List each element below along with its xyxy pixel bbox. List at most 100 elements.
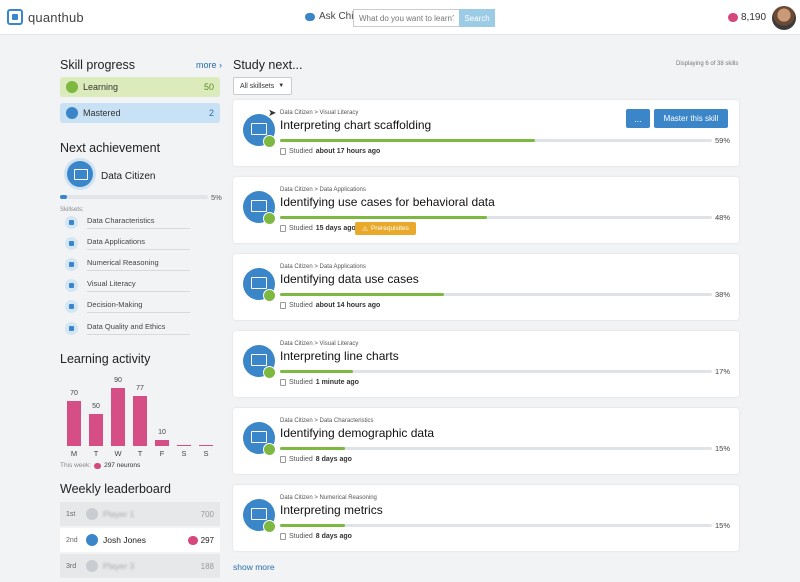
studied-info: Studied 1 minute ago: [280, 379, 359, 386]
skill-icon: [243, 422, 276, 456]
skillset-item[interactable]: Data Quality and Ethics: [65, 318, 190, 338]
leaderboard-score: 700: [200, 509, 214, 519]
weekly-leaderboard-title: Weekly leaderboard: [60, 482, 171, 496]
skillset-name: Decision-Making: [87, 300, 190, 314]
neuron-counter: 8,190: [728, 12, 766, 23]
activity-bar: [111, 387, 125, 446]
brain-icon: [728, 13, 738, 22]
chevron-down-icon: ▼: [278, 83, 285, 89]
activity-day-label: F: [159, 449, 165, 458]
achievement-progress-label: 5%: [211, 193, 222, 202]
skill-card[interactable]: Data Citizen > Visual Literacy Interpreti…: [233, 331, 739, 397]
skill-icon: [243, 345, 276, 379]
studied-time: 1 minute ago: [315, 379, 359, 386]
skill-title[interactable]: Identifying data use cases: [280, 272, 419, 286]
search-button[interactable]: Search: [459, 9, 495, 27]
activity-bar-value: 10: [158, 428, 166, 436]
week-neurons: 297 neurons: [104, 462, 141, 469]
mastered-label: Mastered: [83, 108, 121, 118]
skill-progress-label: 15%: [715, 444, 731, 453]
skill-card[interactable]: Data Citizen > Numerical Reasoning Interp…: [233, 485, 739, 551]
refresh-badge-icon: [263, 289, 276, 302]
leaderboard-row: 3rd Player 3 188: [60, 554, 220, 578]
activity-bar: [67, 400, 81, 446]
skillset-item[interactable]: Data Applications: [65, 233, 190, 253]
mastered-count: 2: [208, 108, 214, 118]
calendar-icon: [280, 148, 286, 155]
skill-progress-label: 15%: [715, 521, 731, 530]
skill-progress-label: 17%: [715, 367, 731, 376]
more-options-button[interactable]: ...: [626, 109, 650, 128]
show-more-link[interactable]: show more: [233, 562, 275, 572]
leaderboard-score: 188: [200, 561, 214, 571]
learning-count: 50: [203, 82, 214, 92]
achievement-progress-bar: [60, 195, 208, 199]
studied-prefix: Studied: [289, 148, 313, 155]
skillset-item[interactable]: Numerical Reasoning: [65, 254, 190, 274]
activity-bar: [133, 395, 147, 446]
skill-progress-title: Skill progress: [60, 58, 136, 72]
prerequisites-badge[interactable]: ⚠ Prerequisites: [355, 222, 416, 235]
skillset-item[interactable]: Visual Literacy: [65, 276, 190, 296]
calendar-icon: [280, 533, 286, 540]
skill-progress-fill: [280, 524, 345, 527]
master-skill-button[interactable]: Master this skill: [654, 109, 728, 128]
skill-progress-bar: [280, 139, 712, 142]
chart-glyph-icon: [251, 431, 267, 443]
refresh-icon: [66, 81, 78, 93]
studied-time: 8 days ago: [315, 456, 352, 463]
ask-chip-label: Ask Chip: [319, 11, 360, 22]
activity-bar-value: 70: [70, 389, 78, 397]
leaderboard-rank: 1st: [66, 510, 76, 518]
skillset-icon: [65, 215, 78, 229]
chart-glyph-icon: [251, 508, 267, 520]
more-link[interactable]: more ›: [196, 60, 223, 70]
ask-chip-button[interactable]: Ask Chip: [305, 11, 359, 22]
chart-glyph-icon: [251, 354, 267, 366]
calendar-icon: [280, 225, 286, 232]
leaderboard-row: 2nd Josh Jones 297: [60, 528, 220, 552]
learning-pill[interactable]: Learning 50: [60, 77, 220, 97]
refresh-badge-icon: [263, 135, 276, 148]
skillset-item[interactable]: Decision-Making: [65, 297, 190, 317]
brain-icon: [94, 462, 102, 469]
mastered-pill[interactable]: Mastered 2: [60, 103, 220, 123]
achievement-name[interactable]: Data Citizen: [101, 171, 156, 182]
studied-prefix: Studied: [289, 456, 313, 463]
skill-breadcrumb: Data Citizen > Data Applications: [280, 187, 366, 193]
skill-title[interactable]: Interpreting metrics: [280, 503, 383, 517]
skillset-item[interactable]: Data Characteristics: [65, 212, 190, 232]
search-input[interactable]: [353, 9, 459, 27]
skill-card[interactable]: Data Citizen > Data Applications Identify…: [233, 254, 739, 320]
skill-card[interactable]: Data Citizen > Data Characteristics Ident…: [233, 408, 739, 474]
skill-progress-label: 59%: [715, 136, 731, 145]
studied-prefix: Studied: [289, 225, 313, 232]
studied-time: about 14 hours ago: [315, 302, 381, 309]
leaderboard-name: Josh Jones: [103, 535, 146, 545]
skill-card[interactable]: Data Citizen > Data Applications Identify…: [233, 177, 739, 243]
refresh-badge-icon: [263, 366, 276, 379]
skill-title[interactable]: Identifying demographic data: [280, 426, 435, 440]
skill-progress-label: 48%: [715, 213, 731, 222]
skill-card[interactable]: Data Citizen > Visual Literacy Interpreti…: [233, 100, 739, 166]
leaderboard-rank: 2nd: [66, 536, 78, 544]
activity-day-label: T: [93, 449, 99, 458]
neuron-count: 8,190: [741, 12, 767, 23]
skillset-icon: [65, 321, 78, 335]
learning-label: Learning: [83, 82, 119, 92]
leaderboard-score-wrap: 188: [201, 562, 214, 571]
user-avatar[interactable]: [772, 6, 796, 30]
skill-progress-bar: [280, 370, 712, 373]
skill-icon: [243, 114, 276, 148]
activity-day-label: S: [203, 449, 209, 458]
skill-title[interactable]: Identifying use cases for behavioral dat…: [280, 195, 495, 209]
achievement-progress-fill: [60, 195, 68, 199]
skill-title[interactable]: Interpreting line charts: [280, 349, 399, 363]
skillset-filter-dropdown[interactable]: All skillsets ▼: [233, 77, 292, 95]
calendar-icon: [280, 456, 286, 463]
skill-title[interactable]: Interpreting chart scaffolding: [280, 118, 432, 132]
study-next-title: Study next...: [233, 58, 303, 72]
studied-info: Studied 8 days ago: [280, 533, 352, 540]
logo[interactable]: quanthub: [7, 9, 84, 25]
studied-info: Studied 8 days ago: [280, 456, 352, 463]
